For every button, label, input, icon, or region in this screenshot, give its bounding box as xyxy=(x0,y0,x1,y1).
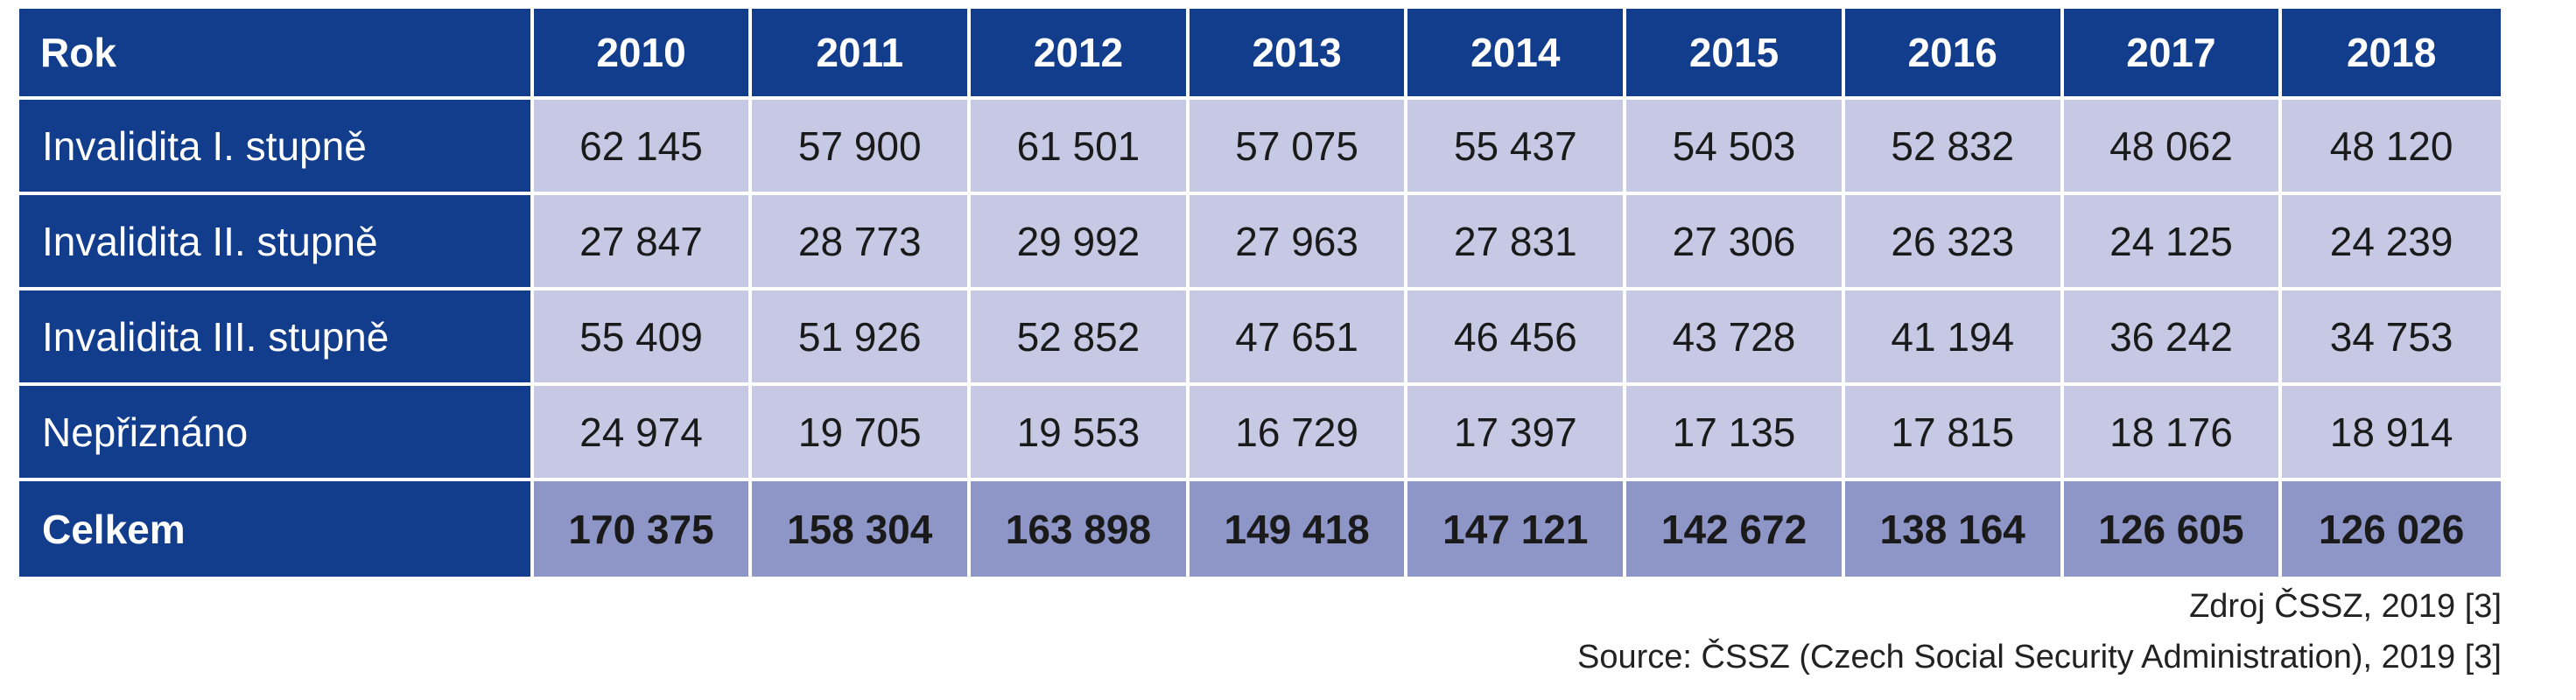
year-header-cell: 2016 xyxy=(1844,9,2064,100)
table-row: Invalidita III. stupně 55 409 51 926 52 … xyxy=(19,290,2501,386)
header-label-cell: Rok xyxy=(19,9,534,100)
total-value-cell: 142 672 xyxy=(1626,481,1845,577)
row-label-cell: Invalidita III. stupně xyxy=(19,290,534,386)
year-header-cell: 2012 xyxy=(971,9,1190,100)
total-value-cell: 138 164 xyxy=(1844,481,2064,577)
value-cell: 46 456 xyxy=(1407,290,1627,386)
value-cell: 27 831 xyxy=(1407,195,1627,290)
value-cell: 17 135 xyxy=(1626,386,1845,481)
value-cell: 19 705 xyxy=(752,386,972,481)
value-cell: 36 242 xyxy=(2063,290,2283,386)
table-row: Invalidita I. stupně 62 145 57 900 61 50… xyxy=(19,100,2501,195)
source-note-english: Source: ČSSZ (Czech Social Security Admi… xyxy=(1576,639,2502,676)
row-label-cell: Nepřiznáno xyxy=(19,386,534,481)
data-table-container: Rok 2010 2011 2012 2013 2014 2015 2016 2… xyxy=(19,9,2501,577)
source-note-czech: Zdroj ČSSZ, 2019 [3] xyxy=(2189,588,2502,625)
value-cell: 24 125 xyxy=(2063,195,2283,290)
value-cell: 55 409 xyxy=(533,290,753,386)
value-cell: 48 120 xyxy=(2282,100,2501,195)
total-row: Celkem 170 375 158 304 163 898 149 418 1… xyxy=(19,481,2501,577)
total-value-cell: 126 026 xyxy=(2282,481,2501,577)
value-cell: 19 553 xyxy=(971,386,1190,481)
value-cell: 52 832 xyxy=(1844,100,2064,195)
value-cell: 18 176 xyxy=(2063,386,2283,481)
header-row: Rok 2010 2011 2012 2013 2014 2015 2016 2… xyxy=(19,9,2501,100)
total-value-cell: 149 418 xyxy=(1189,481,1408,577)
value-cell: 17 397 xyxy=(1407,386,1627,481)
row-label-cell: Invalidita I. stupně xyxy=(19,100,534,195)
value-cell: 29 992 xyxy=(971,195,1190,290)
value-cell: 27 963 xyxy=(1189,195,1408,290)
value-cell: 27 847 xyxy=(533,195,753,290)
year-header-cell: 2017 xyxy=(2063,9,2283,100)
value-cell: 57 900 xyxy=(752,100,972,195)
year-header-cell: 2010 xyxy=(533,9,753,100)
value-cell: 57 075 xyxy=(1189,100,1408,195)
value-cell: 52 852 xyxy=(971,290,1190,386)
value-cell: 51 926 xyxy=(752,290,972,386)
value-cell: 62 145 xyxy=(533,100,753,195)
value-cell: 55 437 xyxy=(1407,100,1627,195)
value-cell: 24 239 xyxy=(2282,195,2501,290)
value-cell: 18 914 xyxy=(2282,386,2501,481)
value-cell: 26 323 xyxy=(1844,195,2064,290)
total-label-cell: Celkem xyxy=(19,481,534,577)
value-cell: 54 503 xyxy=(1626,100,1845,195)
invalidity-table: Rok 2010 2011 2012 2013 2014 2015 2016 2… xyxy=(19,9,2501,577)
year-header-cell: 2011 xyxy=(752,9,972,100)
row-label-cell: Invalidita II. stupně xyxy=(19,195,534,290)
year-header-cell: 2013 xyxy=(1189,9,1408,100)
value-cell: 61 501 xyxy=(971,100,1190,195)
total-value-cell: 170 375 xyxy=(533,481,753,577)
value-cell: 34 753 xyxy=(2282,290,2501,386)
value-cell: 17 815 xyxy=(1844,386,2064,481)
total-value-cell: 126 605 xyxy=(2063,481,2283,577)
total-value-cell: 163 898 xyxy=(971,481,1190,577)
value-cell: 43 728 xyxy=(1626,290,1845,386)
year-header-cell: 2014 xyxy=(1407,9,1627,100)
total-value-cell: 147 121 xyxy=(1407,481,1627,577)
table-row: Nepřiznáno 24 974 19 705 19 553 16 729 1… xyxy=(19,386,2501,481)
value-cell: 28 773 xyxy=(752,195,972,290)
value-cell: 16 729 xyxy=(1189,386,1408,481)
value-cell: 41 194 xyxy=(1844,290,2064,386)
value-cell: 24 974 xyxy=(533,386,753,481)
value-cell: 48 062 xyxy=(2063,100,2283,195)
year-header-cell: 2018 xyxy=(2282,9,2501,100)
table-row: Invalidita II. stupně 27 847 28 773 29 9… xyxy=(19,195,2501,290)
total-value-cell: 158 304 xyxy=(752,481,972,577)
value-cell: 27 306 xyxy=(1626,195,1845,290)
value-cell: 47 651 xyxy=(1189,290,1408,386)
year-header-cell: 2015 xyxy=(1626,9,1845,100)
